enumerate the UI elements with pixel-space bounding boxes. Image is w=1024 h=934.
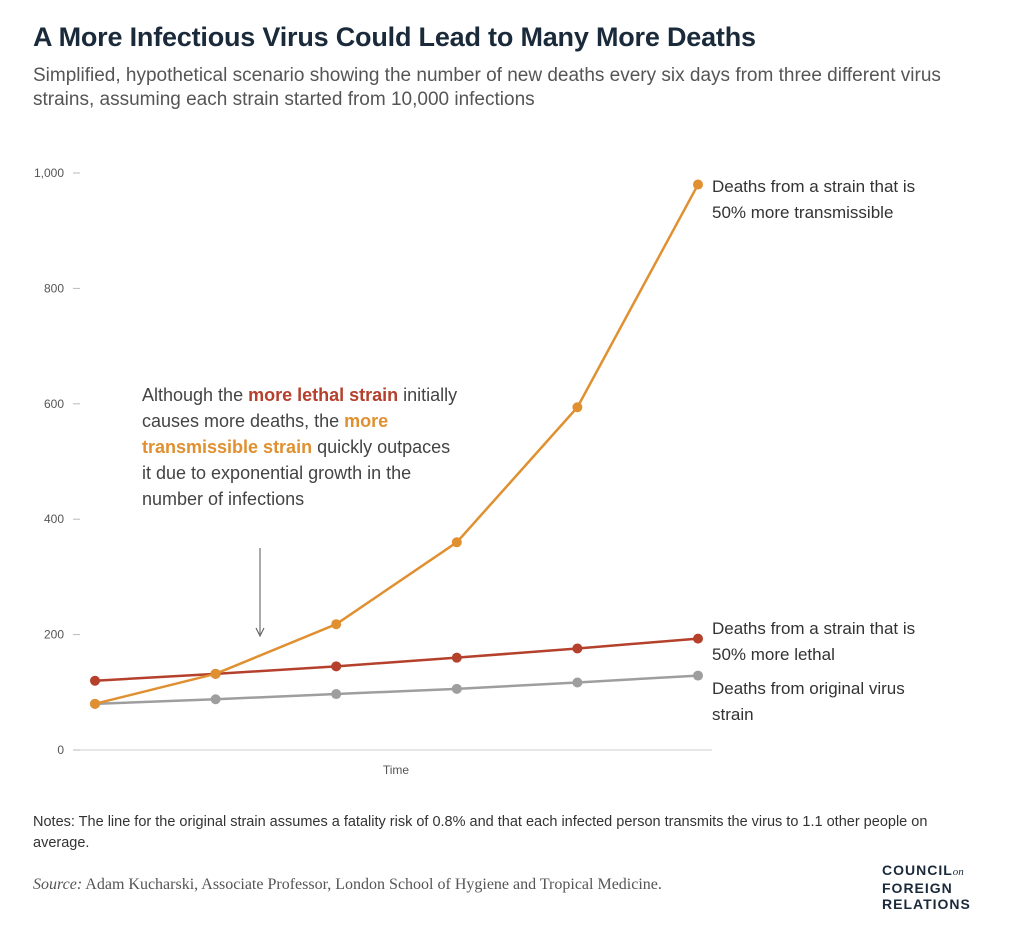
data-point-transmissible (210, 668, 221, 679)
data-point-original (693, 670, 703, 681)
label-original: Deaths from original virus strain (712, 679, 905, 724)
data-point-transmissible (451, 537, 462, 548)
y-tick-label: 1,000 (34, 166, 64, 180)
data-point-lethal (693, 633, 703, 644)
data-point-original (451, 683, 462, 694)
logo-council: COUNCIL (882, 862, 953, 878)
data-point-lethal (451, 652, 462, 663)
chart-subtitle: Simplified, hypothetical scenario showin… (33, 65, 941, 110)
label-lethal: Deaths from a strain that is 50% more le… (712, 619, 916, 664)
annotation-middle: initially causes more deaths, the (142, 385, 458, 431)
notes-text: Notes: The line for the original strain … (33, 814, 928, 851)
line-chart: 0 200 400 600 800 1,000 Time (34, 166, 712, 777)
y-tick-label: 0 (57, 743, 64, 757)
data-point-lethal (90, 675, 100, 686)
x-axis-label: Time (383, 763, 410, 777)
y-tick-label: 400 (44, 512, 64, 526)
y-axis: 0 200 400 600 800 1,000 (34, 166, 80, 757)
x-axis: Time (80, 749, 712, 777)
data-point-transmissible (331, 619, 342, 630)
source-label: Source: (33, 876, 83, 893)
y-tick-label: 800 (44, 281, 64, 295)
data-point-original (331, 689, 342, 700)
label-transmissible: Deaths from a strain that is 50% more tr… (712, 177, 916, 222)
data-point-transmissible (572, 402, 583, 413)
series-line-original (94, 674, 699, 706)
series-lethal (90, 633, 703, 686)
y-tick-label: 600 (44, 397, 64, 411)
data-point-original (210, 694, 221, 705)
annotation-suffix: quickly outpaces it due to exponential g… (142, 437, 451, 509)
annotation-highlight-transmissible: more transmissible strain (142, 411, 389, 457)
series-line-lethal (94, 637, 699, 683)
cfr-logo: COUNCILon FOREIGN RELATIONS (882, 862, 971, 912)
data-point-lethal (572, 643, 583, 654)
source-line: Source: Adam Kucharski, Associate Profes… (33, 876, 662, 894)
annotation-text: Although the more lethal strain initiall… (142, 382, 462, 512)
data-point-lethal (331, 661, 342, 672)
logo-on: on (952, 866, 964, 878)
y-tick-label: 200 (44, 628, 64, 642)
annotation-prefix: Although the (142, 385, 249, 405)
series-line-transmissible (94, 183, 700, 706)
annotation-arrow (255, 548, 265, 638)
data-point-original (572, 677, 583, 688)
logo-relations: RELATIONS (882, 896, 971, 912)
logo-foreign: FOREIGN (882, 880, 953, 896)
series-layer (90, 179, 703, 709)
source-text: Adam Kucharski, Associate Professor, Lon… (82, 876, 662, 893)
data-point-transmissible (90, 698, 100, 709)
series-transmissible (90, 179, 703, 709)
data-point-transmissible (693, 179, 703, 190)
chart-title: A More Infectious Virus Could Lead to Ma… (33, 22, 756, 52)
annotation-highlight-lethal: more lethal strain (248, 385, 399, 405)
